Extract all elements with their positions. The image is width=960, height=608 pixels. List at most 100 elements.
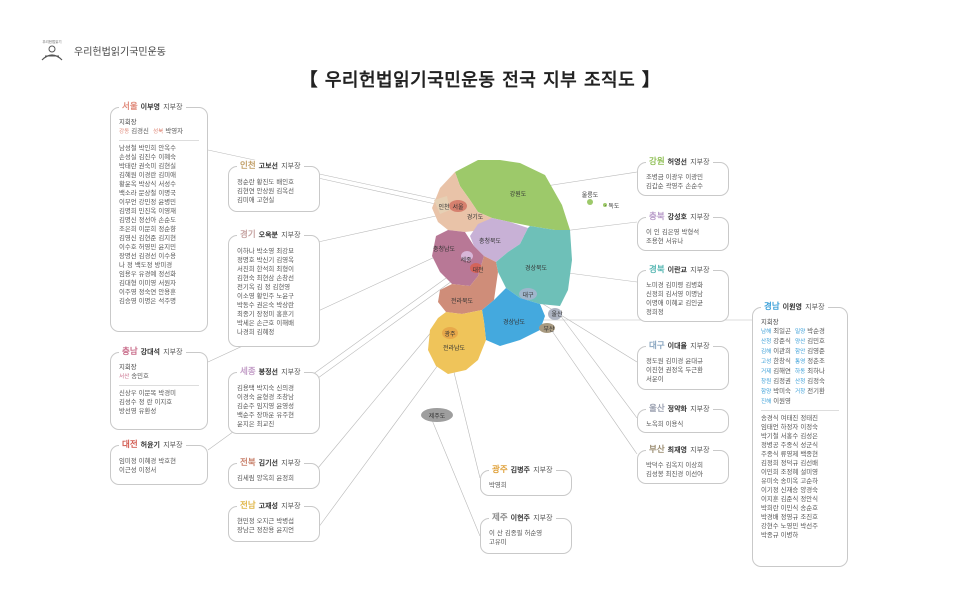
map-region-daegu [519, 288, 537, 300]
branch-ulsan-members: 노옥희 이용식 [646, 420, 720, 429]
member-row: 김현연 안상원 김옥선 [237, 187, 294, 195]
map-label-gyeonggi: 경기도 [467, 213, 484, 221]
branch-incheon-header: 인천 고보선 지부장 [237, 160, 304, 172]
member-row: 김순주 임지영 윤영성 [237, 402, 294, 410]
member-row: 김명신 정선아 손순도 [119, 216, 176, 224]
branch-gyeongnam-leader: 이원영 [782, 303, 802, 311]
member-row: 이경숙 윤형경 조창남 [237, 393, 294, 401]
map-label-jeju: 제주도 [429, 412, 446, 420]
branch-gyeonggi-region: 경기 [240, 230, 256, 240]
branch-gangwon-title: 지부장 [690, 158, 710, 166]
branch-jeonnam: 전남 고재성 지부장 현민정 오지근 박병섭 장남근 정찬용 윤지언 [228, 500, 320, 542]
tag-label: 창원 [761, 379, 772, 385]
org-name: 우리헌법읽기국민운동 [74, 46, 166, 58]
member-row: 남성철 박인희 안옥수 [119, 144, 176, 152]
branch-chungnam-members: 신상우 이문복 박경미 김성수 정 란 이지호 방선영 유환성 [119, 389, 199, 416]
branch-busan-title: 지부장 [690, 446, 710, 454]
member-row: 이민희 조정혜 설미영 [761, 468, 818, 476]
branch-gyeongbuk-members: 노미경 김미령 김병화 신정희 김서영 이명남 이명애 이혜교 김인균 정희정 [646, 281, 720, 317]
map-region-chungbuk [470, 218, 528, 262]
map-region-incheon [434, 196, 450, 214]
member-row: 서운이 [646, 375, 664, 383]
branch-incheon: 인천 고보선 지부장 정순란 황진도 배인호 김현연 안상원 김옥선 김미애 고현실 [228, 160, 320, 212]
member-row: 김미애 고현실 [237, 196, 275, 204]
member-row: 서진희 한석희 최형이 [237, 265, 294, 273]
map-region-sejong [461, 251, 473, 261]
member-row: 박종규 이병하 [761, 531, 799, 539]
tag-name: 김영준 [807, 347, 825, 355]
member-row: 손성실 김진수 이혜숙 [119, 153, 176, 161]
branch-gangwon-leader: 허영선 [667, 158, 687, 166]
branch-daejeon-region: 대전 [122, 440, 138, 450]
branch-gangwon-members: 조병금 이광우 이광민 김갑순 곽영주 손순수 [646, 173, 720, 191]
branch-gyeonggi-members: 이하나 박소영 최강묘 정명호 박신기 김영옥 서진희 한석희 최형이 김현숙 최현삼… [237, 247, 311, 337]
tag-label: 남해 [761, 329, 772, 335]
branch-sejong-leader: 봉정선 [258, 368, 278, 376]
branch-ulsan: 울산 정약화 지부장 노옥희 이용식 [637, 403, 729, 433]
map-label-dokdo: · 독도 [605, 203, 620, 210]
branch-chungbuk-header: 충북 강성호 지부장 [646, 211, 713, 223]
map-region-ulleung [587, 199, 593, 205]
member-row: 김대형 이미영 서원자 [119, 279, 176, 287]
tag-label: 고성 [761, 359, 772, 365]
member-row: 정순란 황진도 배인호 [237, 178, 294, 186]
branch-sejong-header: 세종 봉정선 지부장 [237, 366, 304, 378]
divider [119, 140, 199, 141]
branch-seoul-region: 서울 [122, 102, 138, 112]
map-label-ulsan: 울산 [551, 310, 563, 318]
branch-gwangju-header: 광주 김병주 지부장 [489, 464, 556, 476]
member-row: 임태언 하정자 이정숙 [761, 423, 818, 431]
branch-busan-header: 부산 최재영 지부장 [646, 444, 713, 456]
tag-name: 송민호 [131, 372, 149, 380]
member-row: 정희정 [646, 308, 664, 316]
branch-seoul-leader: 이부영 [140, 103, 160, 111]
branch-jeonnam-title: 지부장 [281, 502, 301, 510]
branch-chungnam-region: 충남 [122, 347, 138, 357]
branch-seoul-members: 남성철 박인희 안옥수 손성실 김진수 이혜숙 박태란 권숙미 김현실 김혜원 이경란… [119, 144, 199, 306]
tag-label: 진해 [761, 399, 772, 405]
branch-gangwon: 강원 허영선 지부장 조병금 이광우 이광민 김갑순 곽영주 손순수 [637, 156, 729, 196]
member-row: 송경식 여태진 정태진 [761, 414, 818, 422]
member-row: 박동수 권은숙 박상란 [237, 301, 294, 309]
tag-label: 서산 [119, 374, 130, 380]
tag-label: 양산 [794, 339, 806, 345]
member-row: 신정희 김서영 이명남 [646, 290, 703, 298]
member-row: 강현수 노영민 박선주 [761, 522, 818, 530]
tag-label: 산청 [761, 339, 772, 345]
branch-jeonbuk-header: 전북 김기선 지부장 [237, 457, 304, 469]
divider [761, 410, 839, 411]
branch-jeonnam-leader: 고재성 [258, 502, 278, 510]
map-label-chungnam: 충청남도 [433, 245, 456, 253]
branch-daegu-region: 대구 [649, 341, 665, 351]
branch-jeju-header: 제주 이현주 지부장 [489, 512, 556, 524]
tag-name: 최일곤 [773, 327, 791, 335]
map-region-jeju [421, 408, 453, 422]
map-label-gangwon: 강원도 [510, 190, 527, 198]
member-row: 정명호 박신기 김영옥 [237, 256, 294, 264]
member-row: 김용택 박지숙 신의경 [237, 384, 294, 392]
member-row: 신상우 이문복 박경미 [119, 389, 176, 397]
branch-chungbuk-members: 이 인 김은영 박형석 조용현 서유나 [646, 228, 720, 246]
branch-chungbuk-leader: 강성호 [667, 213, 687, 221]
branch-gyeongnam-sub: 지회장 [761, 318, 779, 326]
branch-gyeongnam-region: 경남 [764, 302, 780, 312]
branch-gyeongnam-tags: 남해 최일곤 밀양 박순경 산청 강준식 양산 김민호 김해 이관희 함안 김영준 고성 한창식 통영 정춘조… [761, 327, 839, 407]
tag-label: 함양 [761, 389, 772, 395]
member-row: 장남근 정찬용 윤지언 [237, 526, 294, 534]
map-label-gwangju: 광주 [444, 331, 456, 338]
branch-jeonnam-region: 전남 [240, 501, 256, 511]
branch-chungbuk-region: 충북 [649, 212, 665, 222]
map-region-jeonbuk [438, 256, 498, 314]
member-row: 임미정 이혜경 박호현 [119, 457, 176, 465]
map-label-jeonbuk: 전라북도 [451, 297, 474, 305]
tag-name: 전기환 [807, 387, 825, 395]
map-label-incheon: 인천 [438, 203, 449, 211]
tag-row: 함양 박미숙 거창 전기환 [761, 387, 839, 397]
tag-name: 최하나 [807, 367, 825, 375]
branch-chungbuk-title: 지부장 [690, 213, 710, 221]
member-row: 정병공 주종식 성군식 [761, 441, 818, 449]
map-region-gwangju [442, 327, 458, 339]
tag-name: 김해연 [773, 367, 791, 375]
member-row: 이하나 박소영 최강묘 [237, 247, 294, 255]
member-row: 이명애 이혜교 김인균 [646, 299, 703, 307]
